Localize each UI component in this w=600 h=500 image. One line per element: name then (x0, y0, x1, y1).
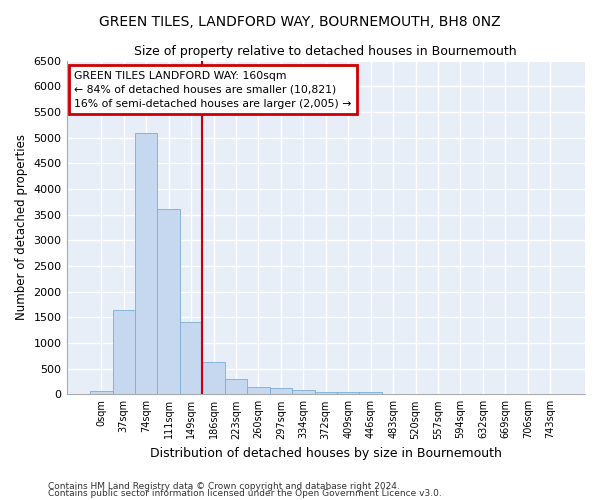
Bar (180, 322, 202, 394)
Text: GREEN TILES LANDFORD WAY: 160sqm
← 84% of detached houses are smaller (10,821)
1: GREEN TILES LANDFORD WAY: 160sqm ← 84% o… (74, 70, 352, 108)
Text: Contains public sector information licensed under the Open Government Licence v3: Contains public sector information licen… (48, 490, 442, 498)
Bar (314, 392, 337, 394)
X-axis label: Distribution of detached houses by size in Bournemouth: Distribution of detached houses by size … (150, 447, 502, 460)
Bar (359, 392, 382, 394)
Bar (225, 379, 247, 394)
Bar (247, 386, 269, 394)
Text: Contains HM Land Registry data © Crown copyright and database right 2024.: Contains HM Land Registry data © Crown c… (48, 482, 400, 491)
Bar (135, 134, 157, 394)
Bar (157, 210, 180, 394)
Bar (292, 390, 314, 394)
Bar (337, 392, 359, 394)
Title: Size of property relative to detached houses in Bournemouth: Size of property relative to detached ho… (134, 45, 517, 58)
Bar (113, 310, 135, 394)
Y-axis label: Number of detached properties: Number of detached properties (15, 134, 28, 320)
Bar (90, 390, 113, 394)
Text: GREEN TILES, LANDFORD WAY, BOURNEMOUTH, BH8 0NZ: GREEN TILES, LANDFORD WAY, BOURNEMOUTH, … (99, 15, 501, 29)
Bar (202, 362, 225, 394)
Bar (269, 388, 292, 394)
